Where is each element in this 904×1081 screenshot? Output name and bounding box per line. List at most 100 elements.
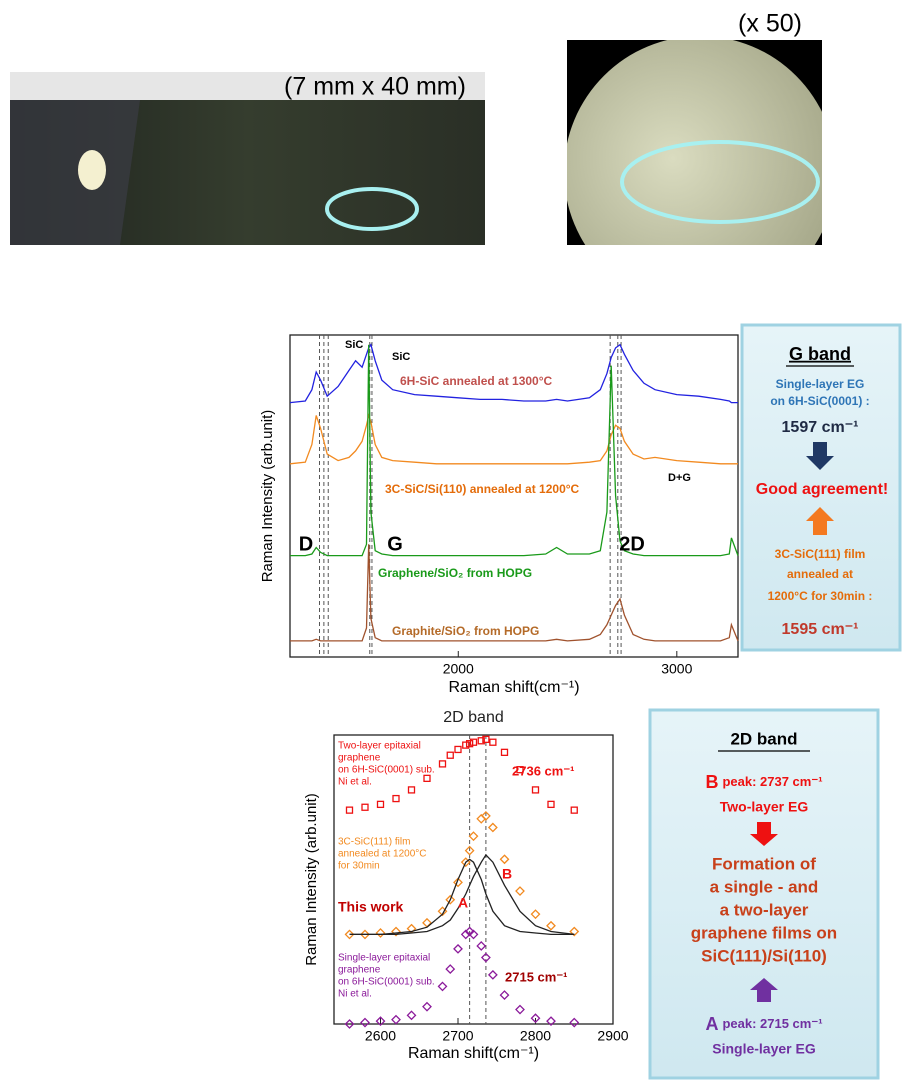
spectrum: [349, 853, 575, 936]
y-axis-label: Raman Intensity (arb.unit): [259, 410, 276, 583]
annotation: annealed at 1200°C: [338, 849, 427, 860]
data-point: [344, 929, 355, 940]
plot-frame: [333, 734, 614, 1025]
box-title: 2D band: [730, 729, 797, 748]
data-point: [480, 952, 491, 963]
data-point: [464, 845, 475, 856]
box-conclusion: a two-layer: [720, 900, 809, 919]
data-point: [375, 1016, 386, 1027]
box-text: 1200°C for 30min :: [768, 589, 873, 603]
annotation: D+G: [668, 472, 691, 484]
data-point: [547, 800, 555, 809]
box-value: 1597 cm⁻¹: [782, 419, 859, 436]
peak-text: peak: 2737 cm⁻¹: [722, 774, 822, 789]
data-point: [391, 926, 401, 937]
data-point: [360, 929, 370, 940]
data-point: [476, 941, 487, 951]
data-point: [391, 1014, 401, 1025]
data-point: [515, 1004, 525, 1015]
sample-photo: (7 mm x 40 mm): [10, 72, 485, 245]
annotation: graphene: [338, 753, 381, 764]
data-point: [422, 1001, 432, 1012]
data-point: [465, 740, 474, 748]
annotation: SiC: [392, 351, 410, 363]
annotation: Ni et al.: [338, 777, 372, 788]
data-point: [499, 854, 510, 865]
data-point: [480, 811, 491, 821]
x-tick-label: 2900: [597, 1028, 628, 1044]
data-point: [407, 786, 416, 794]
data-point: [546, 1016, 556, 1027]
data-point: [499, 990, 510, 1001]
data-point: [469, 738, 478, 746]
annotation: D: [299, 533, 313, 555]
data-point: [487, 822, 498, 833]
annotation: 2715 cm⁻¹: [505, 969, 568, 984]
box-conclusion: graphene films on: [691, 923, 837, 942]
annotation: G: [387, 533, 403, 555]
data-point: [489, 738, 497, 746]
data-point: [487, 969, 498, 980]
annotation: 3C-SiC(111) film: [338, 837, 410, 848]
data-point: [500, 748, 509, 756]
box-text: 3C-SiC(111) film: [775, 547, 866, 561]
x-tick-label: 2000: [443, 661, 474, 677]
data-point: [344, 1019, 355, 1029]
data-point: [531, 786, 540, 794]
data-point: [375, 928, 386, 938]
annotation: Graphite/SiO₂ from HOPG: [392, 624, 539, 638]
box-text: Single-layer EG: [776, 377, 865, 391]
x-axis-label: Raman shift(cm⁻¹): [448, 679, 579, 696]
peak-letter: A: [705, 1014, 718, 1034]
data-point: [437, 981, 448, 992]
annotation: Ni et al.: [338, 989, 372, 1000]
annotation: 2736 cm⁻¹: [512, 763, 575, 778]
data-point: [345, 806, 354, 814]
data-point: [361, 803, 369, 811]
annotation: This work: [338, 899, 404, 915]
spectrum: [290, 344, 739, 557]
g-band-box: G band Single-layer EG on 6H-SiC(0001) :…: [740, 323, 902, 652]
data-point: [453, 877, 463, 888]
photo-label: (7 mm x 40 mm): [284, 73, 466, 101]
data-point: [454, 745, 462, 754]
data-point: [460, 929, 471, 940]
annotation: on 6H-SiC(0001) sub.: [338, 977, 435, 988]
data-point: [546, 920, 556, 931]
microscope-photo: (x 50): [567, 10, 822, 245]
box-text: Two-layer EG: [720, 799, 809, 815]
annotation: for 30min: [338, 861, 380, 872]
spectrum: [289, 343, 738, 404]
data-point: [477, 737, 485, 745]
x-tick-label: 3000: [661, 661, 692, 677]
annotation: B: [502, 866, 512, 882]
data-point: [453, 943, 463, 954]
box-conclusion: Good agreement!: [756, 481, 888, 498]
x-tick-label: 2600: [365, 1028, 396, 1044]
chart-title: 2D band: [443, 709, 504, 726]
box-conclusion: Formation of: [712, 854, 816, 873]
data-point: [438, 760, 447, 768]
annotation: Two-layer epitaxial: [338, 741, 421, 752]
data-point: [530, 909, 541, 920]
box-text: Single-layer EG: [712, 1041, 816, 1057]
peak-text: peak: 2715 cm⁻¹: [722, 1016, 822, 1031]
data-point: [445, 894, 456, 905]
data-point: [462, 741, 470, 749]
plot-frame: [289, 334, 739, 658]
spectrum: [289, 413, 738, 465]
box-title: G band: [789, 344, 851, 364]
box-text: annealed at: [787, 567, 853, 581]
data-point: [376, 800, 385, 809]
annotation: on 6H-SiC(0001) sub.: [338, 765, 435, 776]
data-point: [464, 926, 475, 937]
data-point: [392, 794, 400, 803]
peak-letter: B: [705, 772, 718, 792]
annotation: 6H-SiC annealed at 1300°C: [400, 374, 553, 388]
data-point: [570, 806, 578, 814]
box-text: on 6H-SiC(0001) :: [770, 394, 869, 408]
x-tick-label: 2800: [520, 1028, 551, 1044]
